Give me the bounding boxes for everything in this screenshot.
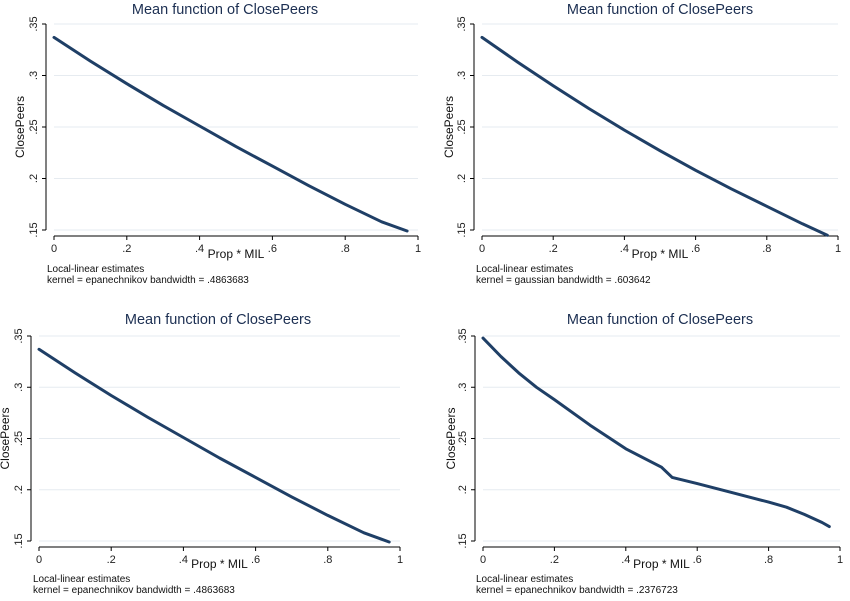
x-tick-label: .2 xyxy=(107,554,116,566)
x-tick-label: .4 xyxy=(620,243,629,255)
y-axis-label: ClosePeers xyxy=(0,407,12,469)
x-tick-label: .4 xyxy=(179,554,188,566)
x-tick-label: .4 xyxy=(195,243,204,255)
y-tick-label: .25 xyxy=(456,119,468,134)
chart-title: Mean function of ClosePeers xyxy=(567,2,753,18)
y-tick-label: .15 xyxy=(28,222,40,237)
estimation-note: Local-linear estimates xyxy=(33,574,130,585)
y-tick-label: .35 xyxy=(13,328,25,343)
x-tick-label: .6 xyxy=(268,243,277,255)
x-tick-label: .8 xyxy=(764,554,773,566)
x-tick-label: .6 xyxy=(251,554,260,566)
estimation-note: Local-linear estimates xyxy=(476,264,573,275)
chart-panel-3: .15 .2 .25 .3 .35 0 .2 .4 .6 .8 1 Mean function of … xyxy=(0,312,403,596)
x-tick-label: 1 xyxy=(415,243,421,255)
estimation-note: Local-linear estimates xyxy=(476,574,573,585)
y-tick-label: .2 xyxy=(28,174,40,183)
mean-function-line xyxy=(480,35,829,237)
x-tick-label: 0 xyxy=(51,243,57,255)
estimation-note: kernel = epanechnikov bandwidth = .48636… xyxy=(33,585,235,596)
chart-title: Mean function of ClosePeers xyxy=(567,312,753,328)
x-tick-label: .2 xyxy=(122,243,131,255)
y-tick-label: .25 xyxy=(28,119,40,134)
estimation-note: kernel = gaussian bandwidth = .603642 xyxy=(476,275,651,286)
y-tick-label: .2 xyxy=(457,485,469,494)
x-tick-label: .8 xyxy=(762,243,771,255)
x-axis-label: Prop * MIL xyxy=(632,247,689,261)
chart-title: Mean function of ClosePeers xyxy=(132,2,318,18)
x-tick-label: .4 xyxy=(621,554,630,566)
x-axis-label: Prop * MIL xyxy=(633,557,690,571)
chart-panel-1: .15 .2 .25 .3 .35 0 .2 .4 .6 .8 1 Mean function of … xyxy=(13,2,421,286)
mean-function-line xyxy=(481,336,831,529)
y-axis-label: ClosePeers xyxy=(442,96,456,158)
x-tick-label: .2 xyxy=(549,243,558,255)
y-tick-label: .25 xyxy=(13,431,25,446)
x-tick-label: .6 xyxy=(691,243,700,255)
chart-title: Mean function of ClosePeers xyxy=(125,312,311,328)
x-tick-label: 0 xyxy=(480,554,486,566)
y-tick-label: .35 xyxy=(456,16,468,31)
y-tick-label: .15 xyxy=(457,533,469,548)
x-tick-label: 1 xyxy=(837,554,843,566)
y-tick-label: .15 xyxy=(456,222,468,237)
x-tick-label: .6 xyxy=(693,554,702,566)
y-tick-label: .2 xyxy=(456,174,468,183)
estimation-note: Local-linear estimates xyxy=(47,264,144,275)
x-axis-label: Prop * MIL xyxy=(191,557,248,571)
x-tick-label: .2 xyxy=(550,554,559,566)
x-axis-label: Prop * MIL xyxy=(208,247,265,261)
x-tick-label: 0 xyxy=(479,243,485,255)
x-tick-label: .8 xyxy=(323,554,332,566)
y-tick-label: .15 xyxy=(13,533,25,548)
y-tick-label: .2 xyxy=(13,485,25,494)
y-tick-label: .3 xyxy=(456,71,468,80)
chart-panel-4: .15 .2 .25 .3 .35 0 .2 .4 .6 .8 1 Mean function of … xyxy=(444,312,843,596)
x-tick-label: 0 xyxy=(36,554,42,566)
mean-function-line xyxy=(52,35,409,233)
y-tick-label: .3 xyxy=(28,71,40,80)
mean-function-line xyxy=(37,347,391,544)
y-tick-label: .25 xyxy=(457,431,469,446)
y-tick-label: .35 xyxy=(28,16,40,31)
x-tick-label: 1 xyxy=(397,554,403,566)
y-tick-label: .3 xyxy=(13,383,25,392)
y-tick-label: .35 xyxy=(457,328,469,343)
chart-panel-2: .15 .2 .25 .3 .35 0 .2 .4 .6 .8 1 Mean function of … xyxy=(442,2,841,286)
y-axis-label: ClosePeers xyxy=(13,96,27,158)
estimation-note: kernel = epanechnikov bandwidth = .23767… xyxy=(476,585,678,596)
x-tick-label: 1 xyxy=(835,243,841,255)
y-axis-label: ClosePeers xyxy=(444,407,458,469)
y-tick-label: .3 xyxy=(457,383,469,392)
estimation-note: kernel = epanechnikov bandwidth = .48636… xyxy=(47,275,249,286)
x-tick-label: .8 xyxy=(341,243,350,255)
